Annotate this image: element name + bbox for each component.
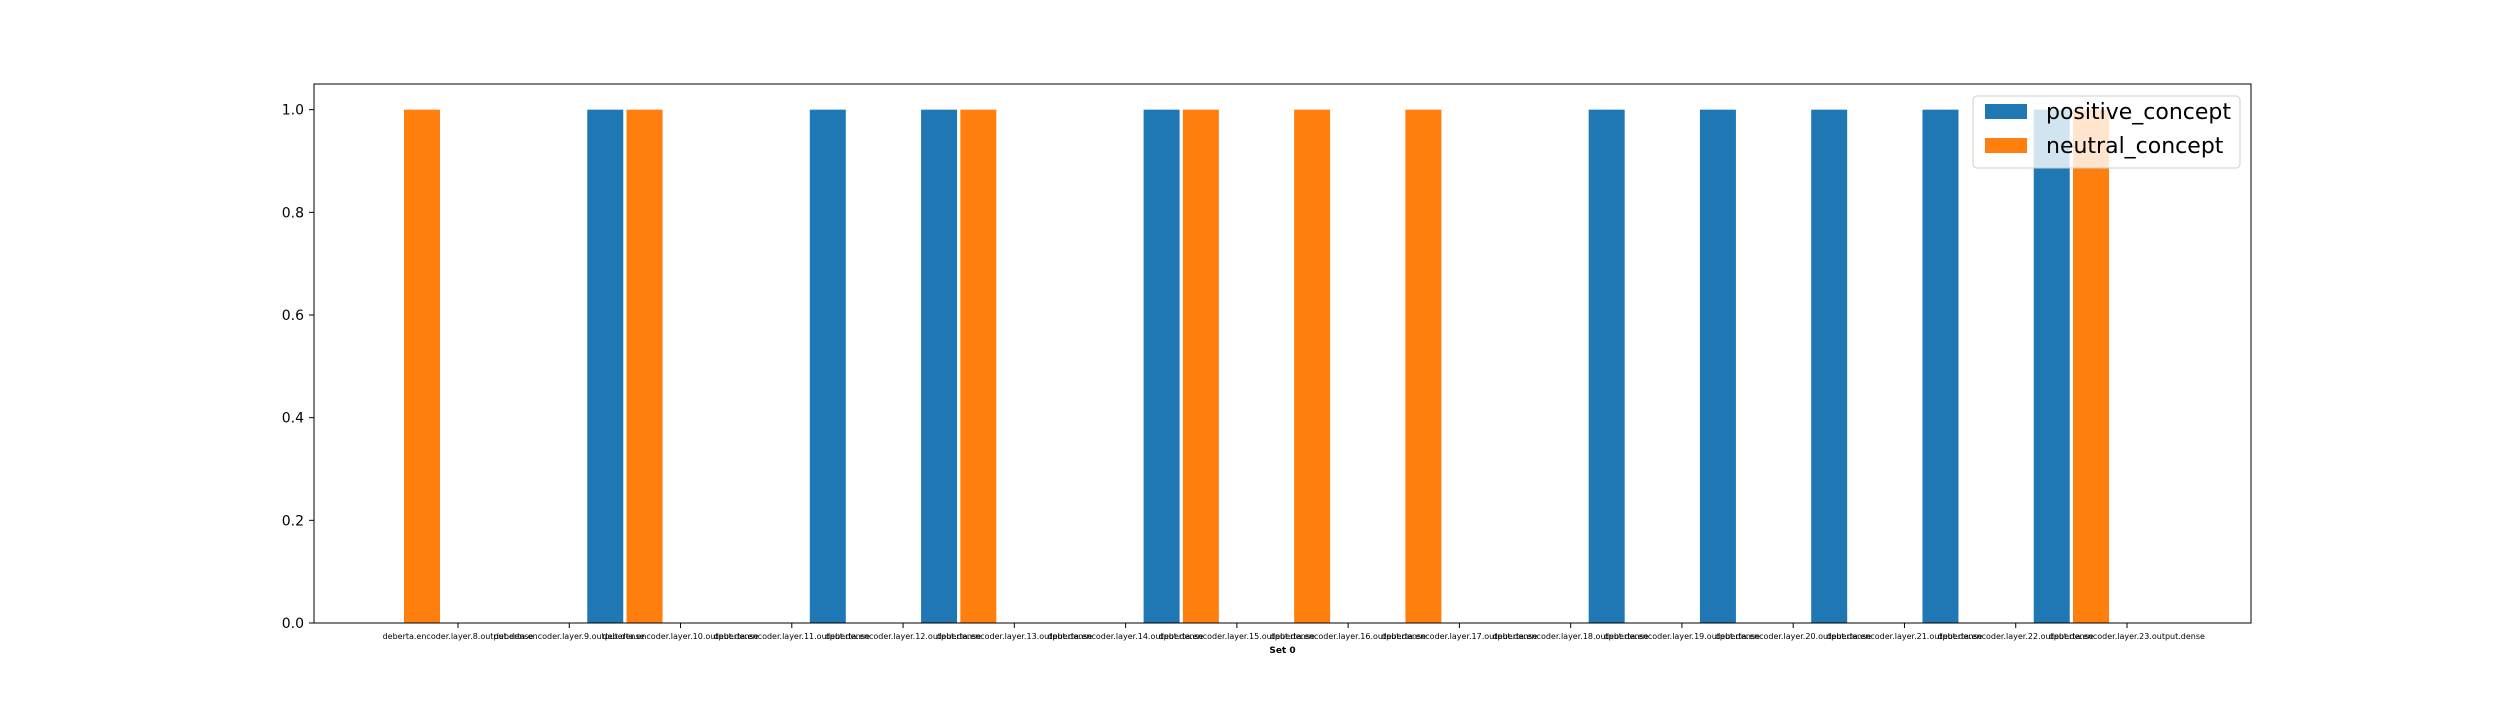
y-tick-label-4: 0.6	[282, 308, 304, 324]
axis-labels: deberta.encoder.layer.8.output.densedebe…	[282, 103, 2205, 656]
legend-swatch-positive-concept	[1985, 104, 2027, 119]
x-tick-label-12: deberta.encoder.layer.19.output.dense	[1604, 632, 1760, 641]
bar-neutral-concept-6	[960, 109, 997, 624]
x-tick-label-13: deberta.encoder.layer.20.output.dense	[1715, 632, 1871, 641]
bar-positive-concept-12	[1699, 109, 1736, 624]
x-tick-label-10: deberta.encoder.layer.17.output.dense	[1381, 632, 1537, 641]
x-tick-label-8: deberta.encoder.layer.15.output.dense	[1159, 632, 1315, 641]
x-tick-label-16: deberta.encoder.layer.23.output.dense	[2049, 632, 2205, 641]
bar-neutral-concept-10	[1405, 109, 1442, 624]
bar-positive-concept-14	[1922, 109, 1959, 624]
y-tick-label-5: 0.8	[282, 205, 304, 221]
bar-neutral-concept-3	[626, 109, 663, 624]
y-tick-label-2: 0.2	[282, 513, 304, 529]
plot-area	[404, 109, 2109, 624]
x-axis-label: Set 0	[1269, 646, 1295, 656]
x-tick-label-2: deberta.encoder.layer.9.output.dense	[494, 632, 645, 641]
x-tick-label-7: deberta.encoder.layer.14.output.dense	[1048, 632, 1204, 641]
bar-positive-concept-4	[809, 109, 846, 624]
legend-label-neutral-concept: neutral_concept	[2046, 134, 2224, 159]
bar-positive-concept-5	[921, 109, 958, 624]
x-tick-label-1: deberta.encoder.layer.8.output.dense	[383, 632, 534, 641]
axes	[309, 83, 2252, 628]
x-tick-label-4: deberta.encoder.layer.11.output.dense	[714, 632, 870, 641]
bar-neutral-concept-8	[1182, 109, 1219, 624]
x-tick-label-11: deberta.encoder.layer.18.output.dense	[1493, 632, 1649, 641]
legend-box	[1972, 95, 2241, 169]
bar-neutral-concept-16	[2073, 109, 2109, 624]
x-tick-label-6: deberta.encoder.layer.13.output.dense	[936, 632, 1092, 641]
bar-positive-concept-13	[1811, 109, 1848, 624]
y-tick-label-1: 0.0	[282, 616, 304, 632]
x-tick-label-14: deberta.encoder.layer.21.output.dense	[1826, 632, 1982, 641]
legend-label-positive-concept: positive_concept	[2046, 100, 2231, 125]
bar-neutral-concept-9	[1294, 109, 1331, 624]
plot-frame	[313, 83, 2252, 624]
x-tick-label-9: deberta.encoder.layer.16.output.dense	[1270, 632, 1426, 641]
bar-positive-concept-7	[1143, 109, 1180, 624]
bar-neutral-concept-1	[404, 109, 440, 624]
y-tick-label-6: 1.0	[282, 103, 304, 119]
legend-swatch-neutral-concept	[1985, 138, 2027, 153]
bar-positive-concept-15	[2033, 109, 2070, 624]
legend: positive_concept neutral_concept	[1972, 95, 2241, 169]
bar-positive-concept-2	[587, 109, 624, 624]
bar-positive-concept-11	[1588, 109, 1625, 624]
x-tick-label-3: deberta.encoder.layer.10.output.dense	[603, 632, 759, 641]
x-tick-label-5: deberta.encoder.layer.12.output.dense	[825, 632, 981, 641]
y-tick-label-3: 0.4	[282, 411, 304, 427]
x-tick-label-15: deberta.encoder.layer.22.output.dense	[1938, 632, 2094, 641]
